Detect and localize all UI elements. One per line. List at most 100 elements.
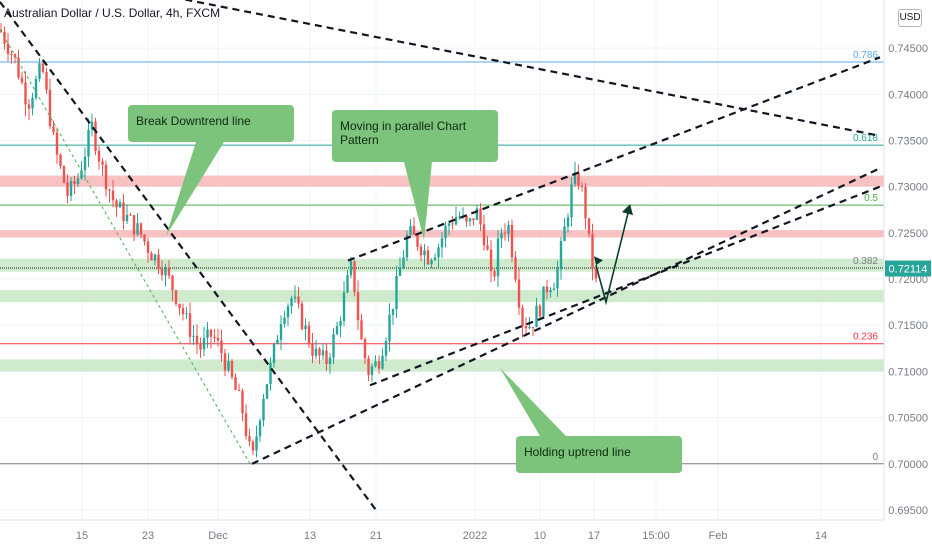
candle-body <box>409 226 412 235</box>
candle-body <box>297 296 300 304</box>
candle-body <box>538 305 542 317</box>
candle-body <box>227 360 230 371</box>
candle-body <box>220 340 223 354</box>
callouts: Break Downtrend line Moving in parallel C… <box>128 105 682 473</box>
lower-channel-line <box>251 167 881 465</box>
candle-body <box>472 218 475 220</box>
candle-body <box>143 234 146 242</box>
price-tick-label: 0.70500 <box>888 413 928 425</box>
candle-body <box>24 82 27 105</box>
candle-body <box>181 308 185 315</box>
candle-body <box>17 57 20 78</box>
candle-body <box>129 214 132 216</box>
candle-body <box>45 72 48 90</box>
currency-button[interactable]: USD <box>898 9 922 27</box>
top-descending-line <box>181 0 881 137</box>
time-tick-label: 15:00 <box>642 530 670 542</box>
candle-body <box>160 269 164 276</box>
current-price-label: 0.72114 <box>889 264 928 276</box>
candle-body <box>360 320 363 340</box>
candle-body <box>419 246 423 256</box>
downtrend-line <box>0 1 379 514</box>
candle-body <box>458 216 461 218</box>
candle-body <box>10 54 13 56</box>
candle-body <box>52 126 55 133</box>
candle-body <box>38 63 41 79</box>
move-arrow <box>595 204 631 306</box>
arrow-tail-head <box>594 256 603 266</box>
fib-label: 0.618 <box>853 133 878 144</box>
candle-body <box>325 350 328 364</box>
candle-body <box>563 226 566 242</box>
candle-body <box>542 286 545 317</box>
price-tick-label: 0.74500 <box>888 43 928 55</box>
candle-body <box>87 129 90 157</box>
candle-body <box>251 441 255 451</box>
price-tick-label: 0.72000 <box>888 274 928 286</box>
candle-body <box>381 355 384 369</box>
candle-body <box>234 377 237 390</box>
candle-body <box>223 353 227 371</box>
candle-body <box>237 389 241 391</box>
candle-body <box>493 271 496 277</box>
time-tick-label: 10 <box>534 530 546 542</box>
candle-body <box>307 325 311 345</box>
candle-body <box>356 292 360 321</box>
price-tick-label: 0.74000 <box>888 89 928 101</box>
price-tick-label: 0.72500 <box>888 228 928 240</box>
candle-body <box>83 156 87 171</box>
callout-text: Moving in parallel Chart <box>340 119 467 133</box>
candle-body <box>90 121 94 130</box>
price-zone <box>0 290 884 303</box>
candle-body <box>503 232 507 234</box>
price-tick-label: 0.73000 <box>888 182 928 194</box>
price-zone <box>0 175 884 187</box>
candle-body <box>279 324 283 340</box>
trendlines <box>0 0 881 514</box>
callout-text: Break Downtrend line <box>136 114 251 128</box>
candle-body <box>206 329 209 338</box>
candle-body <box>188 313 192 337</box>
candle-body <box>304 325 307 330</box>
candle-body <box>164 267 167 276</box>
candle-body <box>384 340 388 356</box>
candle-body <box>41 63 45 73</box>
candle-body <box>573 172 577 185</box>
time-tick-label: Feb <box>709 530 728 542</box>
time-tick-label: 14 <box>815 530 827 542</box>
candle-body <box>314 348 318 356</box>
candle-body <box>111 190 115 201</box>
upper-channel-line <box>347 56 881 262</box>
candle-body <box>146 241 150 254</box>
candle-body <box>80 170 83 179</box>
candle-body <box>283 317 286 325</box>
candle-body <box>496 238 500 277</box>
candle-body <box>510 224 514 258</box>
candle-body <box>276 339 279 344</box>
candle-body <box>265 384 269 399</box>
candle-body <box>377 361 381 369</box>
candle-body <box>108 189 111 191</box>
second-channel-line <box>369 185 881 387</box>
candle-body <box>171 275 174 291</box>
time-tick-label: Dec <box>208 530 228 542</box>
candle-body <box>405 234 409 258</box>
candle-body <box>475 208 479 220</box>
candle-body <box>209 329 213 337</box>
candle-body <box>346 275 349 293</box>
current-price-tag <box>885 260 931 277</box>
time-tick-label: 15 <box>76 530 88 542</box>
candle-body <box>335 326 339 335</box>
candle-body <box>489 249 493 272</box>
candle-body <box>426 250 430 265</box>
candle-body <box>167 267 171 276</box>
candle-body <box>447 223 451 226</box>
candle-body <box>517 279 521 308</box>
candle-body <box>230 360 234 378</box>
candle-body <box>524 326 528 329</box>
candle-body <box>556 269 559 289</box>
candle-body <box>416 234 419 247</box>
